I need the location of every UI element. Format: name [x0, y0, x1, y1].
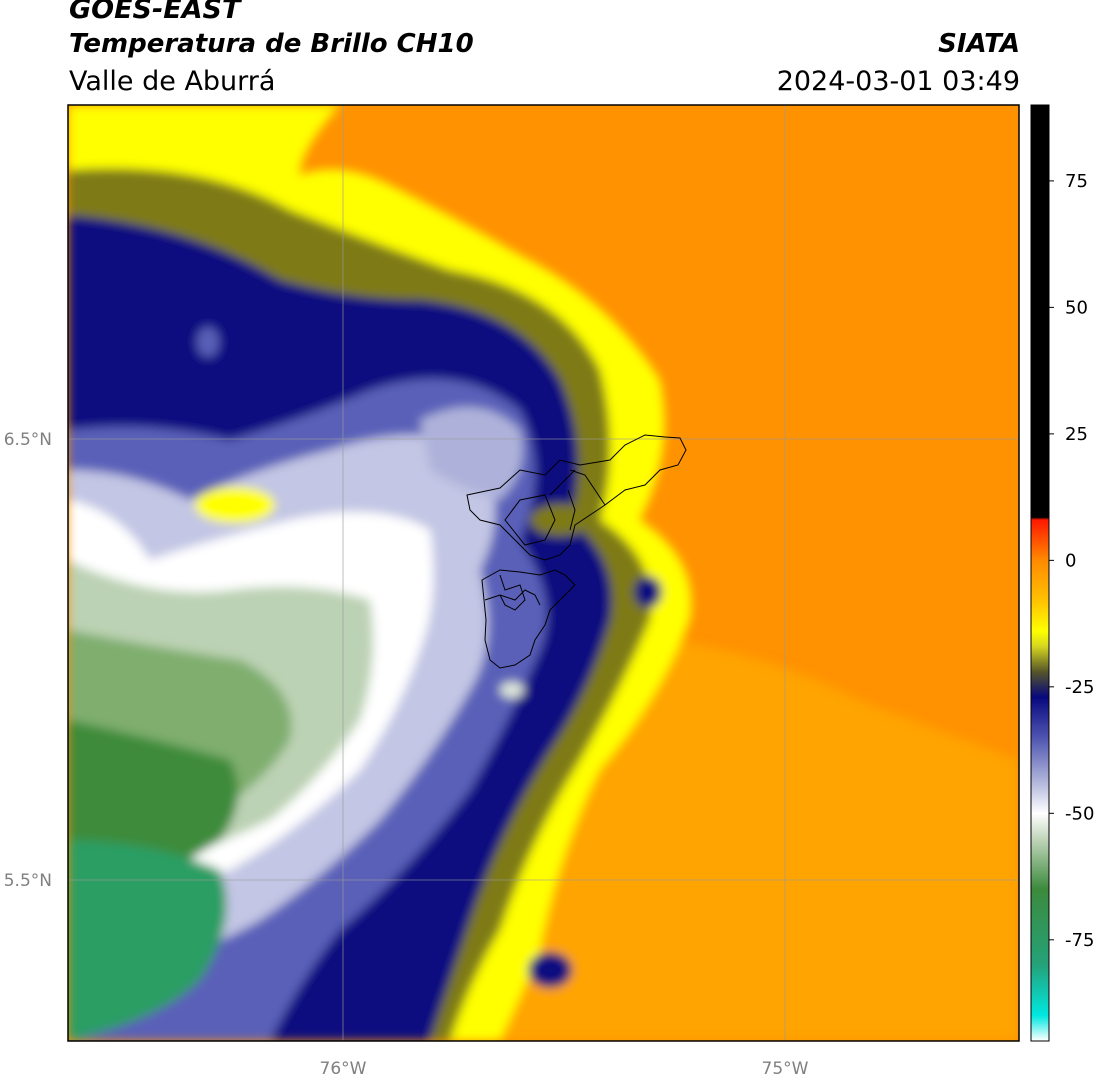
- lon-label-75w: 75°W: [762, 1059, 809, 1078]
- brand-label: SIATA: [938, 29, 1020, 59]
- municipal-boundaries: [466, 434, 687, 669]
- colorbar-tick-label: -25: [1065, 677, 1094, 698]
- product-title: Temperatura de Brillo CH10: [69, 29, 474, 59]
- colorbar: 75 50 25 0 -25 -50 -75: [1030, 104, 1094, 1042]
- colorbar-bar: [1030, 104, 1050, 1042]
- lon-label-76w: 76°W: [320, 1059, 367, 1078]
- map-frame: [67, 104, 1020, 1042]
- colorbar-tick-label: 25: [1065, 424, 1088, 445]
- colorbar-tick-label: 50: [1065, 297, 1088, 318]
- region-subtitle: Valle de Aburrá: [69, 66, 276, 97]
- lat-label-6-5n: 6.5°N: [4, 430, 52, 450]
- colorbar-ticks: 75 50 25 0 -25 -50 -75: [1049, 171, 1094, 951]
- brightness-temperature-field: [68, 105, 1019, 1041]
- lat-label-5-5n: 5.5°N: [4, 871, 52, 891]
- colorbar-tick-label: 75: [1065, 171, 1088, 192]
- colorbar-tick-label: -50: [1065, 803, 1094, 824]
- colorbar-tick-label: 0: [1065, 550, 1076, 571]
- datetime-label: 2024-03-01 03:49: [776, 66, 1020, 97]
- colorbar-tick-label: -75: [1065, 930, 1094, 951]
- satellite-title: GOES-EAST: [69, 0, 241, 25]
- map-gridlines: [68, 105, 1019, 1041]
